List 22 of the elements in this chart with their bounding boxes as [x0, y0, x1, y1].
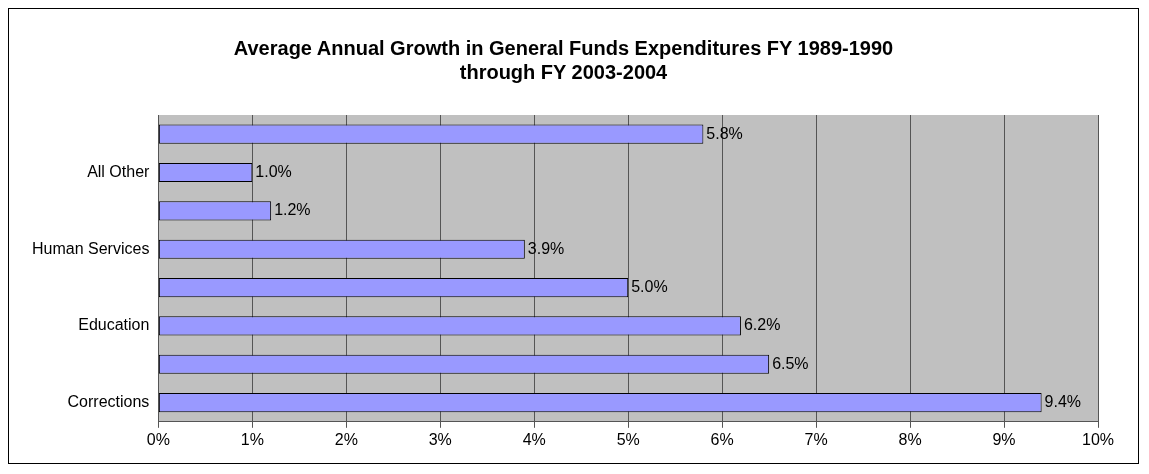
x-tick-label: 1%: [240, 430, 264, 448]
y-tick-label: Human Services: [32, 239, 150, 257]
x-tick-label: 9%: [992, 430, 1016, 448]
y-tick-label: Corrections: [67, 393, 150, 411]
data-label: 5.0%: [631, 277, 668, 295]
x-tick-label: 8%: [898, 430, 922, 448]
chart-title: Average Annual Growth in General Funds Expenditures FY 1989-1990 through FY 2003-2004: [233, 36, 894, 83]
x-tick-label: 4%: [522, 430, 546, 448]
x-tick-label: 2%: [334, 430, 358, 448]
x-tick-label: 3%: [428, 430, 452, 448]
y-tick-label: All Other: [87, 162, 151, 180]
data-label: 1.0%: [255, 162, 292, 180]
y-tick-label: Education: [78, 316, 150, 334]
x-tick-label: 10%: [1081, 430, 1115, 448]
data-label: 6.5%: [772, 354, 809, 372]
x-tick-label: 5%: [616, 430, 640, 448]
data-label: 1.2%: [274, 201, 311, 219]
x-tick-label: 0%: [146, 430, 170, 448]
data-label: 9.4%: [1044, 393, 1082, 411]
data-label: 6.2%: [743, 316, 781, 334]
x-tick-label: 7%: [804, 430, 828, 448]
x-tick-label: 6%: [710, 430, 734, 448]
